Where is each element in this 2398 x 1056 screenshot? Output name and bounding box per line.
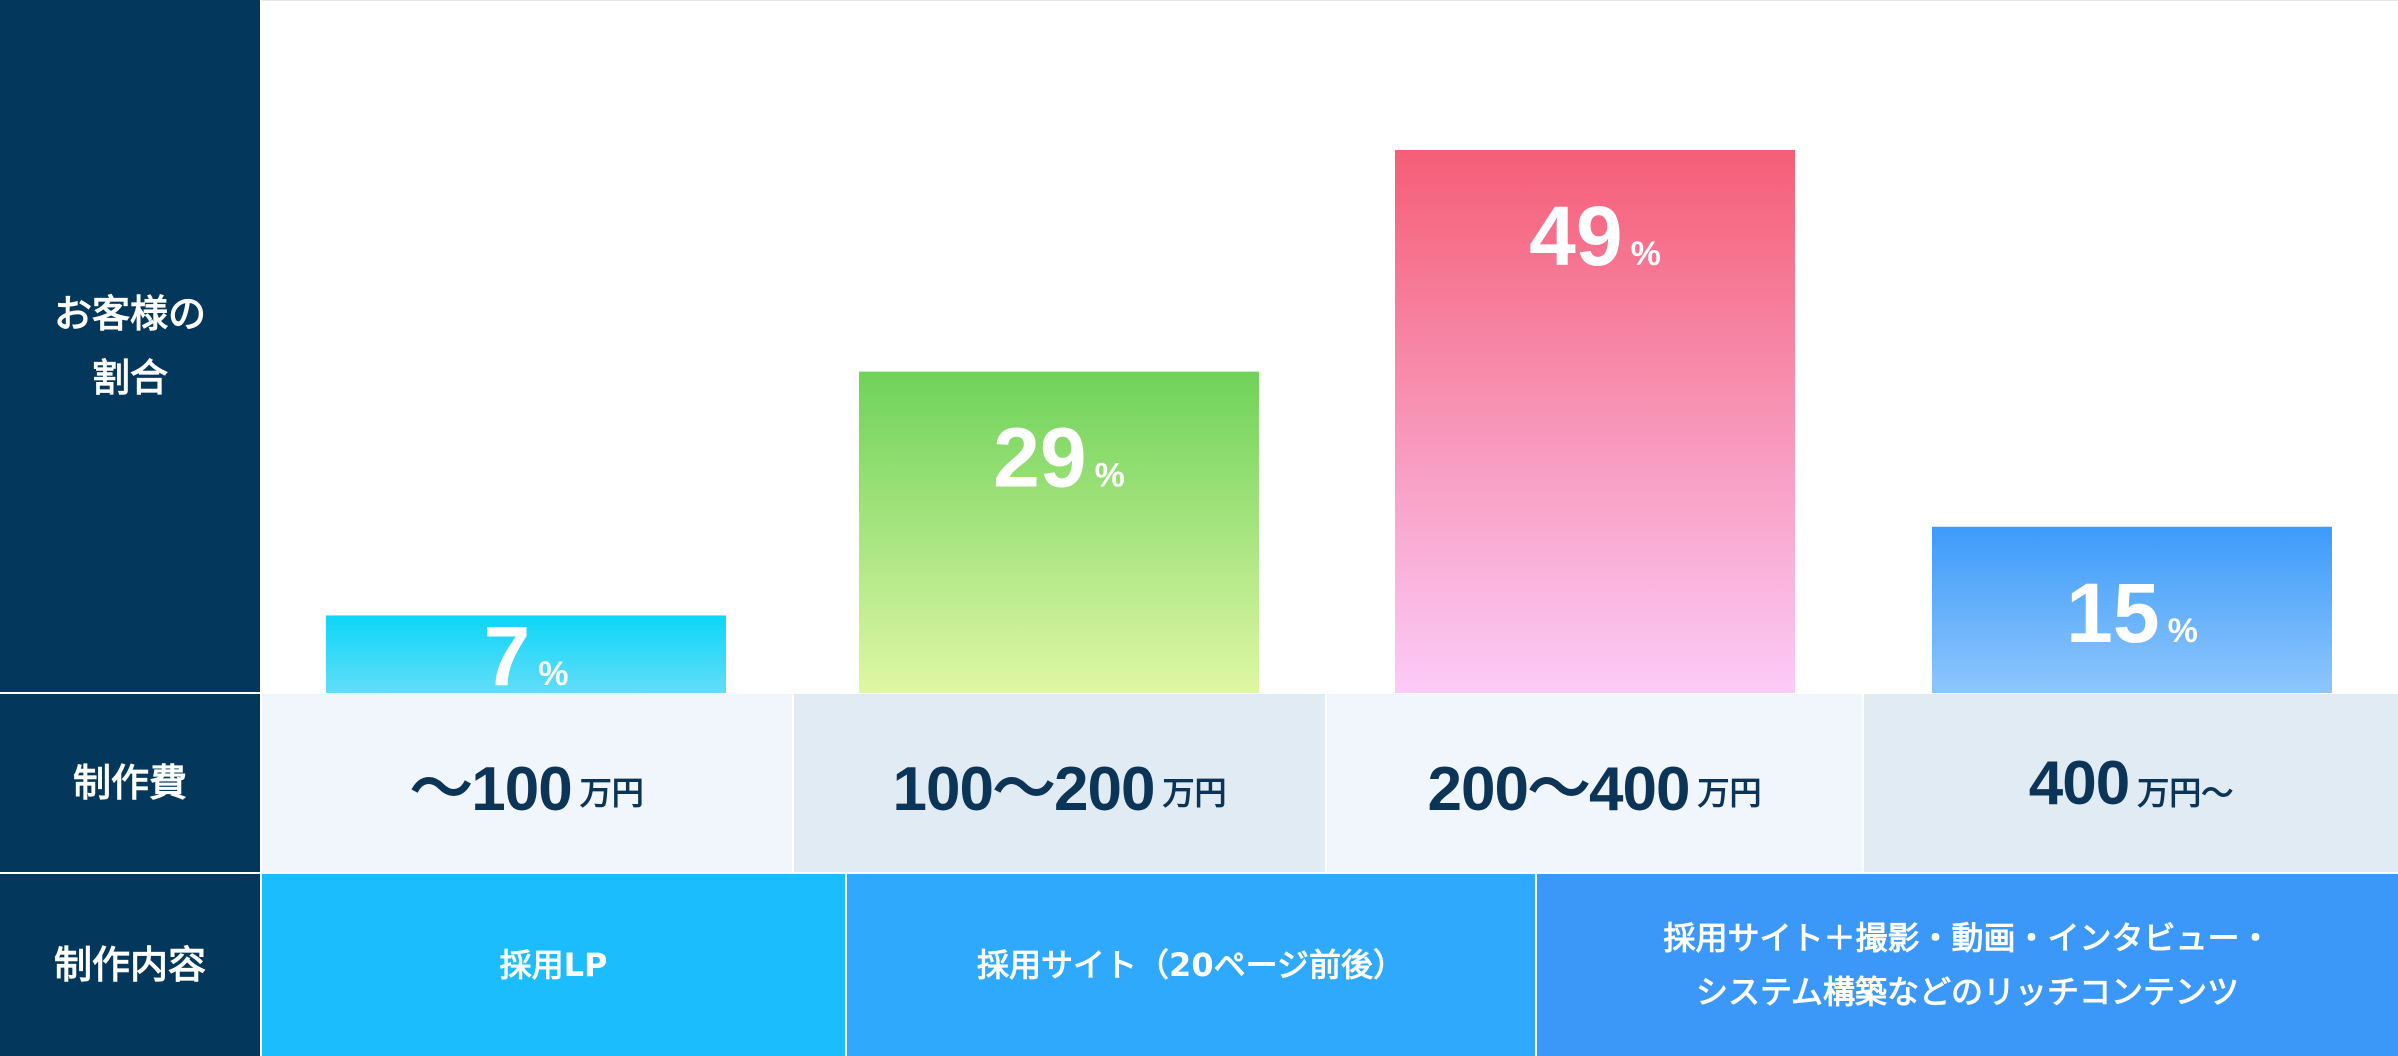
- content-header: 制作内容: [0, 874, 260, 1056]
- bar-value-label: 29%: [993, 411, 1125, 505]
- ratio-header-line1: お客様の: [53, 292, 206, 336]
- bar: [1395, 150, 1795, 693]
- cost-unit: 万円: [1697, 774, 1762, 812]
- cost-cell: 400 万円〜: [1864, 694, 2398, 872]
- ratio-header-line2: 割合: [91, 356, 168, 400]
- content-cell-site: 採用サイト（20ページ前後）: [847, 874, 1535, 1056]
- cost-value: 〜100: [410, 755, 572, 824]
- content-cell-rich: 採用サイト＋撮影・動画・インタビュー・ システム構築などのリッチコンテンツ: [1537, 874, 2398, 1056]
- cost-cell: 〜100 万円: [262, 694, 792, 872]
- bar-value-label: 49%: [1529, 189, 1661, 283]
- ratio-header: お客様の 割合: [0, 0, 260, 692]
- bar: [1932, 526, 2332, 693]
- bar-chart: 7 % 29 % 49 % 15%: [326, 150, 2332, 693]
- cost-cell: 100〜200 万円: [794, 694, 1325, 872]
- cost-header: 制作費: [0, 694, 260, 872]
- cost-value: 100〜200: [892, 755, 1156, 824]
- cost-cell: 200〜400 万円: [1327, 694, 1862, 872]
- content-line: システム構築などのリッチコンテンツ: [1695, 973, 2240, 1011]
- cost-unit: 万円: [579, 774, 644, 812]
- content-cell-lp: 採用LP: [262, 874, 845, 1056]
- plot-area: 7% 29% 49% 15%: [262, 0, 2398, 693]
- cost-unit: 万円: [1162, 774, 1227, 812]
- bar: [859, 371, 1259, 693]
- bar: [326, 615, 726, 693]
- content-line: 採用サイト＋撮影・動画・インタビュー・: [1663, 919, 2272, 957]
- bar-value-label: 15%: [2066, 566, 2198, 660]
- bar-value-label: 7%: [484, 609, 569, 693]
- cost-value: 400: [2028, 748, 2130, 818]
- cost-value: 200〜400: [1427, 755, 1691, 824]
- cost-unit: 万円〜: [2137, 774, 2234, 812]
